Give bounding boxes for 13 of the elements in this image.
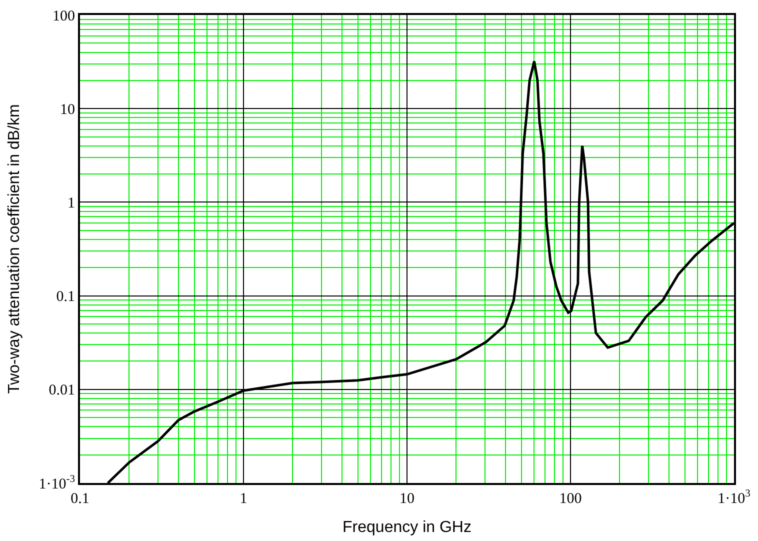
x-tick-label: 100 (559, 491, 582, 507)
y-tick-label: 1 (68, 195, 75, 212)
y-tick-label: 1·10$^{-3}$ (38, 474, 75, 492)
x-tick-label: 1 (240, 491, 248, 507)
x-tick-label: 0.1 (70, 491, 90, 507)
x-tick-label: 1·10$^{3}$ (718, 488, 750, 507)
y-tick-label: 0.1 (56, 289, 75, 306)
y-tick-label: 100 (52, 8, 75, 24)
y-tick-label: 0.01 (48, 382, 75, 399)
x-axis-title: Frequency in GHz (342, 519, 472, 536)
y-axis-title: Two-way attenuation coefficient in dB/km (6, 104, 24, 394)
x-tick-label: 10 (400, 491, 414, 507)
y-tick-label: 10 (60, 102, 75, 118)
